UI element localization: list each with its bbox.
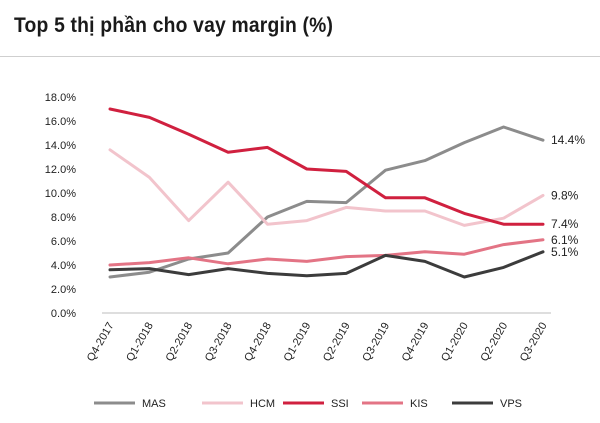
- legend-label-kis: KIS: [410, 398, 428, 410]
- y-tick-label: 12.0%: [45, 164, 76, 176]
- y-tick-label: 14.0%: [45, 140, 76, 152]
- end-labels: 14.4% 9.8% 7.4% 6.1%5.1%: [551, 133, 585, 259]
- legend: MAS HCM SSI KIS VPS: [94, 398, 522, 410]
- end-label-kis: 6.1%: [551, 233, 579, 247]
- y-tick-label: 6.0%: [51, 236, 76, 248]
- x-tick-label: Q2-2020: [478, 321, 510, 364]
- end-label-mas: 14.4%: [551, 133, 585, 147]
- legend-label-ssi: SSI: [331, 398, 349, 410]
- x-tick-label: Q2-2019: [321, 321, 353, 364]
- y-tick-label: 2.0%: [51, 284, 76, 296]
- legend-label-hcm: HCM: [250, 398, 275, 410]
- x-tick-label: Q3-2019: [360, 321, 392, 364]
- series-line-ssi: [108, 107, 545, 226]
- chart-title: Top 5 thị phần cho vay margin (%): [14, 14, 334, 37]
- x-tick-label: Q3-2020: [518, 321, 550, 364]
- end-label-hcm: 9.8%: [551, 188, 579, 202]
- x-tick-label: Q4-2017: [85, 321, 117, 364]
- legend-label-mas: MAS: [142, 398, 166, 410]
- x-tick-label: Q1-2020: [439, 321, 471, 364]
- x-axis-ticks: Q4-2017 Q1-2018 Q2-2018 Q3-2018 Q4-2018 Q1-20…: [85, 321, 550, 364]
- title-divider: [0, 56, 600, 57]
- y-tick-label: 16.0%: [45, 116, 76, 128]
- series-line-vps: [108, 250, 545, 279]
- series-line-kis: [108, 238, 545, 267]
- x-tick-label: Q2-2018: [164, 321, 196, 364]
- y-tick-label: 8.0%: [51, 212, 76, 224]
- end-label-ssi: 7.4%: [551, 217, 579, 231]
- end-label-vps: 5.1%: [551, 245, 579, 259]
- series-lines: [108, 107, 545, 279]
- y-tick-label: 10.0%: [45, 188, 76, 200]
- y-tick-label: 18.0%: [45, 92, 76, 104]
- y-tick-label: 0.0%: [51, 308, 76, 320]
- x-tick-label: Q1-2018: [124, 321, 156, 364]
- x-tick-label: Q3-2018: [203, 321, 235, 364]
- series-line-hcm: [108, 148, 545, 227]
- y-tick-label: 4.0%: [51, 260, 76, 272]
- x-tick-label: Q1-2019: [282, 321, 314, 364]
- x-tick-label: Q4-2019: [400, 321, 432, 364]
- y-axis-ticks: 0.0% 2.0% 4.0% 6.0% 8.0% 10.0% 12.0% 14.0% 16.0%…: [45, 92, 76, 320]
- legend-label-vps: VPS: [500, 398, 522, 410]
- series-line-mas: [108, 125, 545, 279]
- x-tick-label: Q4-2018: [242, 321, 274, 364]
